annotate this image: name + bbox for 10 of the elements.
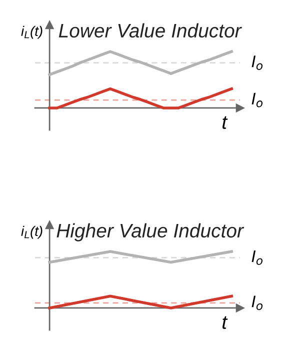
ref-line-label: I$_{o}$ — [252, 296, 263, 310]
y-axis-title: i$_{L}$(t) — [21, 26, 42, 39]
x-axis-title: t — [222, 316, 228, 330]
y-axis-title: i$_{L}$(t) — [21, 226, 42, 239]
chart-title: Higher Value Inductor — [56, 223, 244, 242]
ref-line-label: I$_{o}$ — [252, 92, 263, 108]
ref-line-label: I$_{o}$ — [252, 56, 263, 70]
chart-title: Lower Value Inductor — [58, 23, 242, 38]
x-axis-title: t — [222, 116, 228, 130]
ref-line-label: I$_{o}$ — [252, 250, 263, 265]
